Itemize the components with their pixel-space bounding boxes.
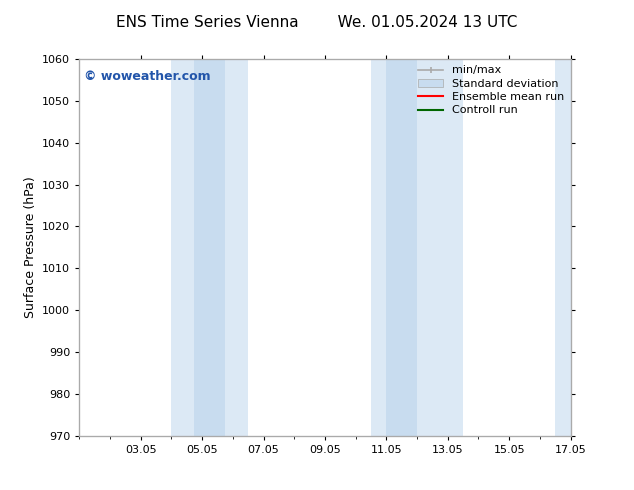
Bar bbox=[195, 59, 225, 436]
Text: ENS Time Series Vienna        We. 01.05.2024 13 UTC: ENS Time Series Vienna We. 01.05.2024 13… bbox=[116, 15, 518, 30]
Bar bbox=[386, 59, 417, 436]
Legend: min/max, Standard deviation, Ensemble mean run, Controll run: min/max, Standard deviation, Ensemble me… bbox=[414, 61, 568, 120]
Text: © woweather.com: © woweather.com bbox=[84, 70, 210, 83]
Bar bbox=[371, 59, 386, 436]
Bar bbox=[417, 59, 463, 436]
Bar bbox=[171, 59, 195, 436]
Y-axis label: Surface Pressure (hPa): Surface Pressure (hPa) bbox=[23, 176, 37, 318]
Bar bbox=[225, 59, 248, 436]
Bar bbox=[555, 59, 571, 436]
